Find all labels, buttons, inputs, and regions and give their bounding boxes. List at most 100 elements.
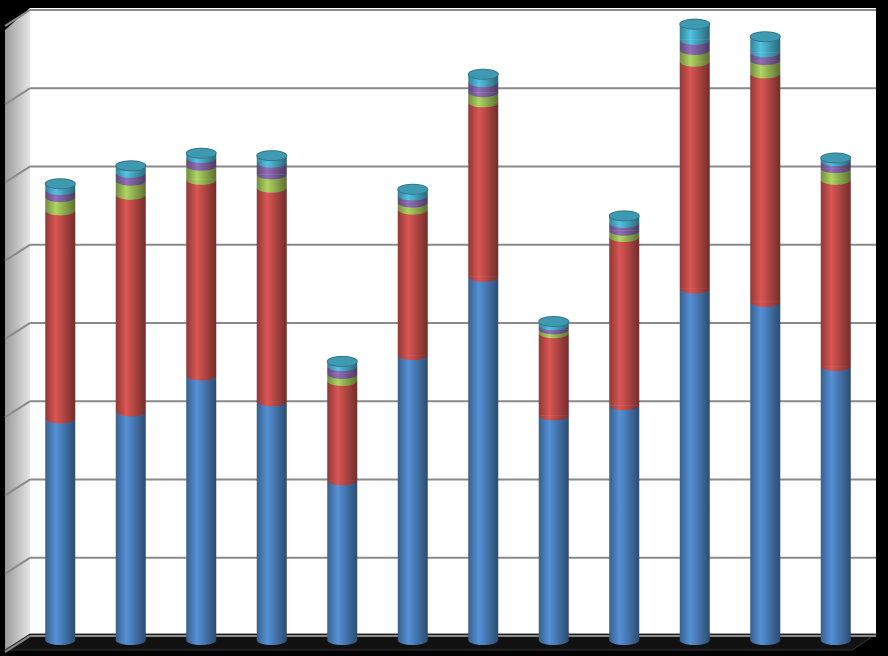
bar-top: [538, 316, 570, 328]
bar-segment-bottom: [256, 640, 287, 645]
bar-segment: [397, 209, 428, 356]
bar-segment: [327, 380, 358, 481]
bar-top: [115, 160, 147, 172]
grid-line-side: [4, 478, 31, 497]
bar-segment-bottom: [538, 333, 569, 339]
bar-segment-bottom: [538, 325, 569, 331]
bar-segment-bottom: [45, 418, 76, 424]
bar-segment-bottom: [115, 411, 146, 417]
bar-segment-bottom: [820, 168, 851, 174]
bar-segment-bottom: [256, 187, 287, 193]
bar-top: [467, 68, 499, 80]
bar-segment-bottom: [750, 640, 781, 645]
bar-top: [185, 147, 217, 159]
bar-segment-bottom: [609, 222, 640, 228]
grid-line-side: [4, 400, 31, 419]
bar-segment-bottom: [256, 162, 287, 168]
bar-segment-bottom: [327, 640, 358, 645]
bar-segment-bottom: [468, 82, 499, 88]
bar-segment-bottom: [327, 380, 358, 386]
bar-segment: [256, 162, 287, 175]
grid-line-side: [4, 322, 31, 340]
bar-segment-bottom: [679, 49, 710, 55]
grid-line-side: [4, 635, 31, 653]
bar-segment: [820, 179, 851, 367]
bar-segment-bottom: [186, 375, 217, 381]
bar-segment-bottom: [609, 640, 640, 645]
bar-segment-bottom: [679, 39, 710, 45]
bar-segment-bottom: [115, 180, 146, 186]
bar-segment-bottom: [538, 329, 569, 335]
bar-segment: [750, 73, 781, 302]
bar-segment: [609, 237, 640, 406]
bar-segment-bottom: [256, 174, 287, 180]
bar-segment-bottom: [468, 276, 499, 282]
bar-segment-bottom: [750, 73, 781, 79]
grid-line-side: [4, 243, 31, 262]
bar-segment-bottom: [538, 415, 569, 421]
bar-segment-bottom: [609, 405, 640, 411]
bar-segment: [468, 82, 499, 93]
bar-segment-bottom: [397, 355, 428, 361]
bar-segment-bottom: [115, 640, 146, 645]
bar-segment: [468, 276, 499, 640]
bar-segment-bottom: [679, 288, 710, 294]
bar-segment: [186, 179, 217, 376]
bar-segment-bottom: [397, 209, 428, 215]
bar-segment-bottom: [397, 195, 428, 201]
bar-segment: [468, 92, 499, 103]
bar-segment: [679, 49, 710, 62]
bar-segment-bottom: [115, 172, 146, 178]
bar-segment-bottom: [609, 237, 640, 243]
bar-segment-bottom: [820, 179, 851, 185]
plot-floor: [3, 633, 878, 651]
bar-segment: [327, 480, 358, 640]
grid-line-side: [4, 9, 31, 27]
bar-segment: [186, 375, 217, 640]
bar-segment-bottom: [468, 92, 499, 98]
bar-segment: [468, 102, 499, 277]
bar-segment-bottom: [538, 640, 569, 645]
bar-segment: [45, 210, 76, 419]
bar-segment-bottom: [115, 194, 146, 200]
bar-segment-bottom: [186, 165, 217, 171]
bar-top: [397, 183, 429, 195]
bar-segment: [256, 401, 287, 640]
bar-segment: [679, 288, 710, 640]
bar-segment-bottom: [186, 157, 217, 163]
bar-segment-bottom: [679, 640, 710, 645]
bar-segment: [538, 333, 569, 416]
bar-segment: [679, 39, 710, 50]
bar-segment-bottom: [45, 640, 76, 645]
plot-back-wall: [30, 8, 876, 634]
bar-segment-bottom: [820, 366, 851, 372]
bar-top: [679, 18, 711, 30]
bar-segment-bottom: [609, 230, 640, 236]
bar-segment-bottom: [186, 640, 217, 645]
bar-segment-bottom: [45, 197, 76, 203]
bar-segment-bottom: [750, 52, 781, 58]
bar-segment: [115, 411, 146, 640]
bar-segment-bottom: [256, 401, 287, 407]
bar-segment-bottom: [45, 210, 76, 216]
bar-segment-bottom: [397, 202, 428, 208]
bar-segment: [820, 168, 851, 180]
bar-segment-bottom: [750, 60, 781, 66]
bar-top: [44, 178, 76, 190]
grid-line-side: [4, 87, 31, 106]
bar-segment-bottom: [468, 640, 499, 645]
bar-segment: [679, 61, 710, 289]
bar-segment-bottom: [750, 301, 781, 307]
grid-line-side: [4, 556, 31, 575]
bar-segment-bottom: [468, 102, 499, 108]
bar-segment: [397, 355, 428, 640]
bar-segment-bottom: [820, 640, 851, 645]
bar-top: [820, 152, 852, 164]
bar-segment-bottom: [397, 640, 428, 645]
bar-segment: [609, 405, 640, 640]
bar-top: [256, 150, 288, 162]
bar-segment-bottom: [679, 61, 710, 67]
bar-top: [326, 355, 358, 367]
